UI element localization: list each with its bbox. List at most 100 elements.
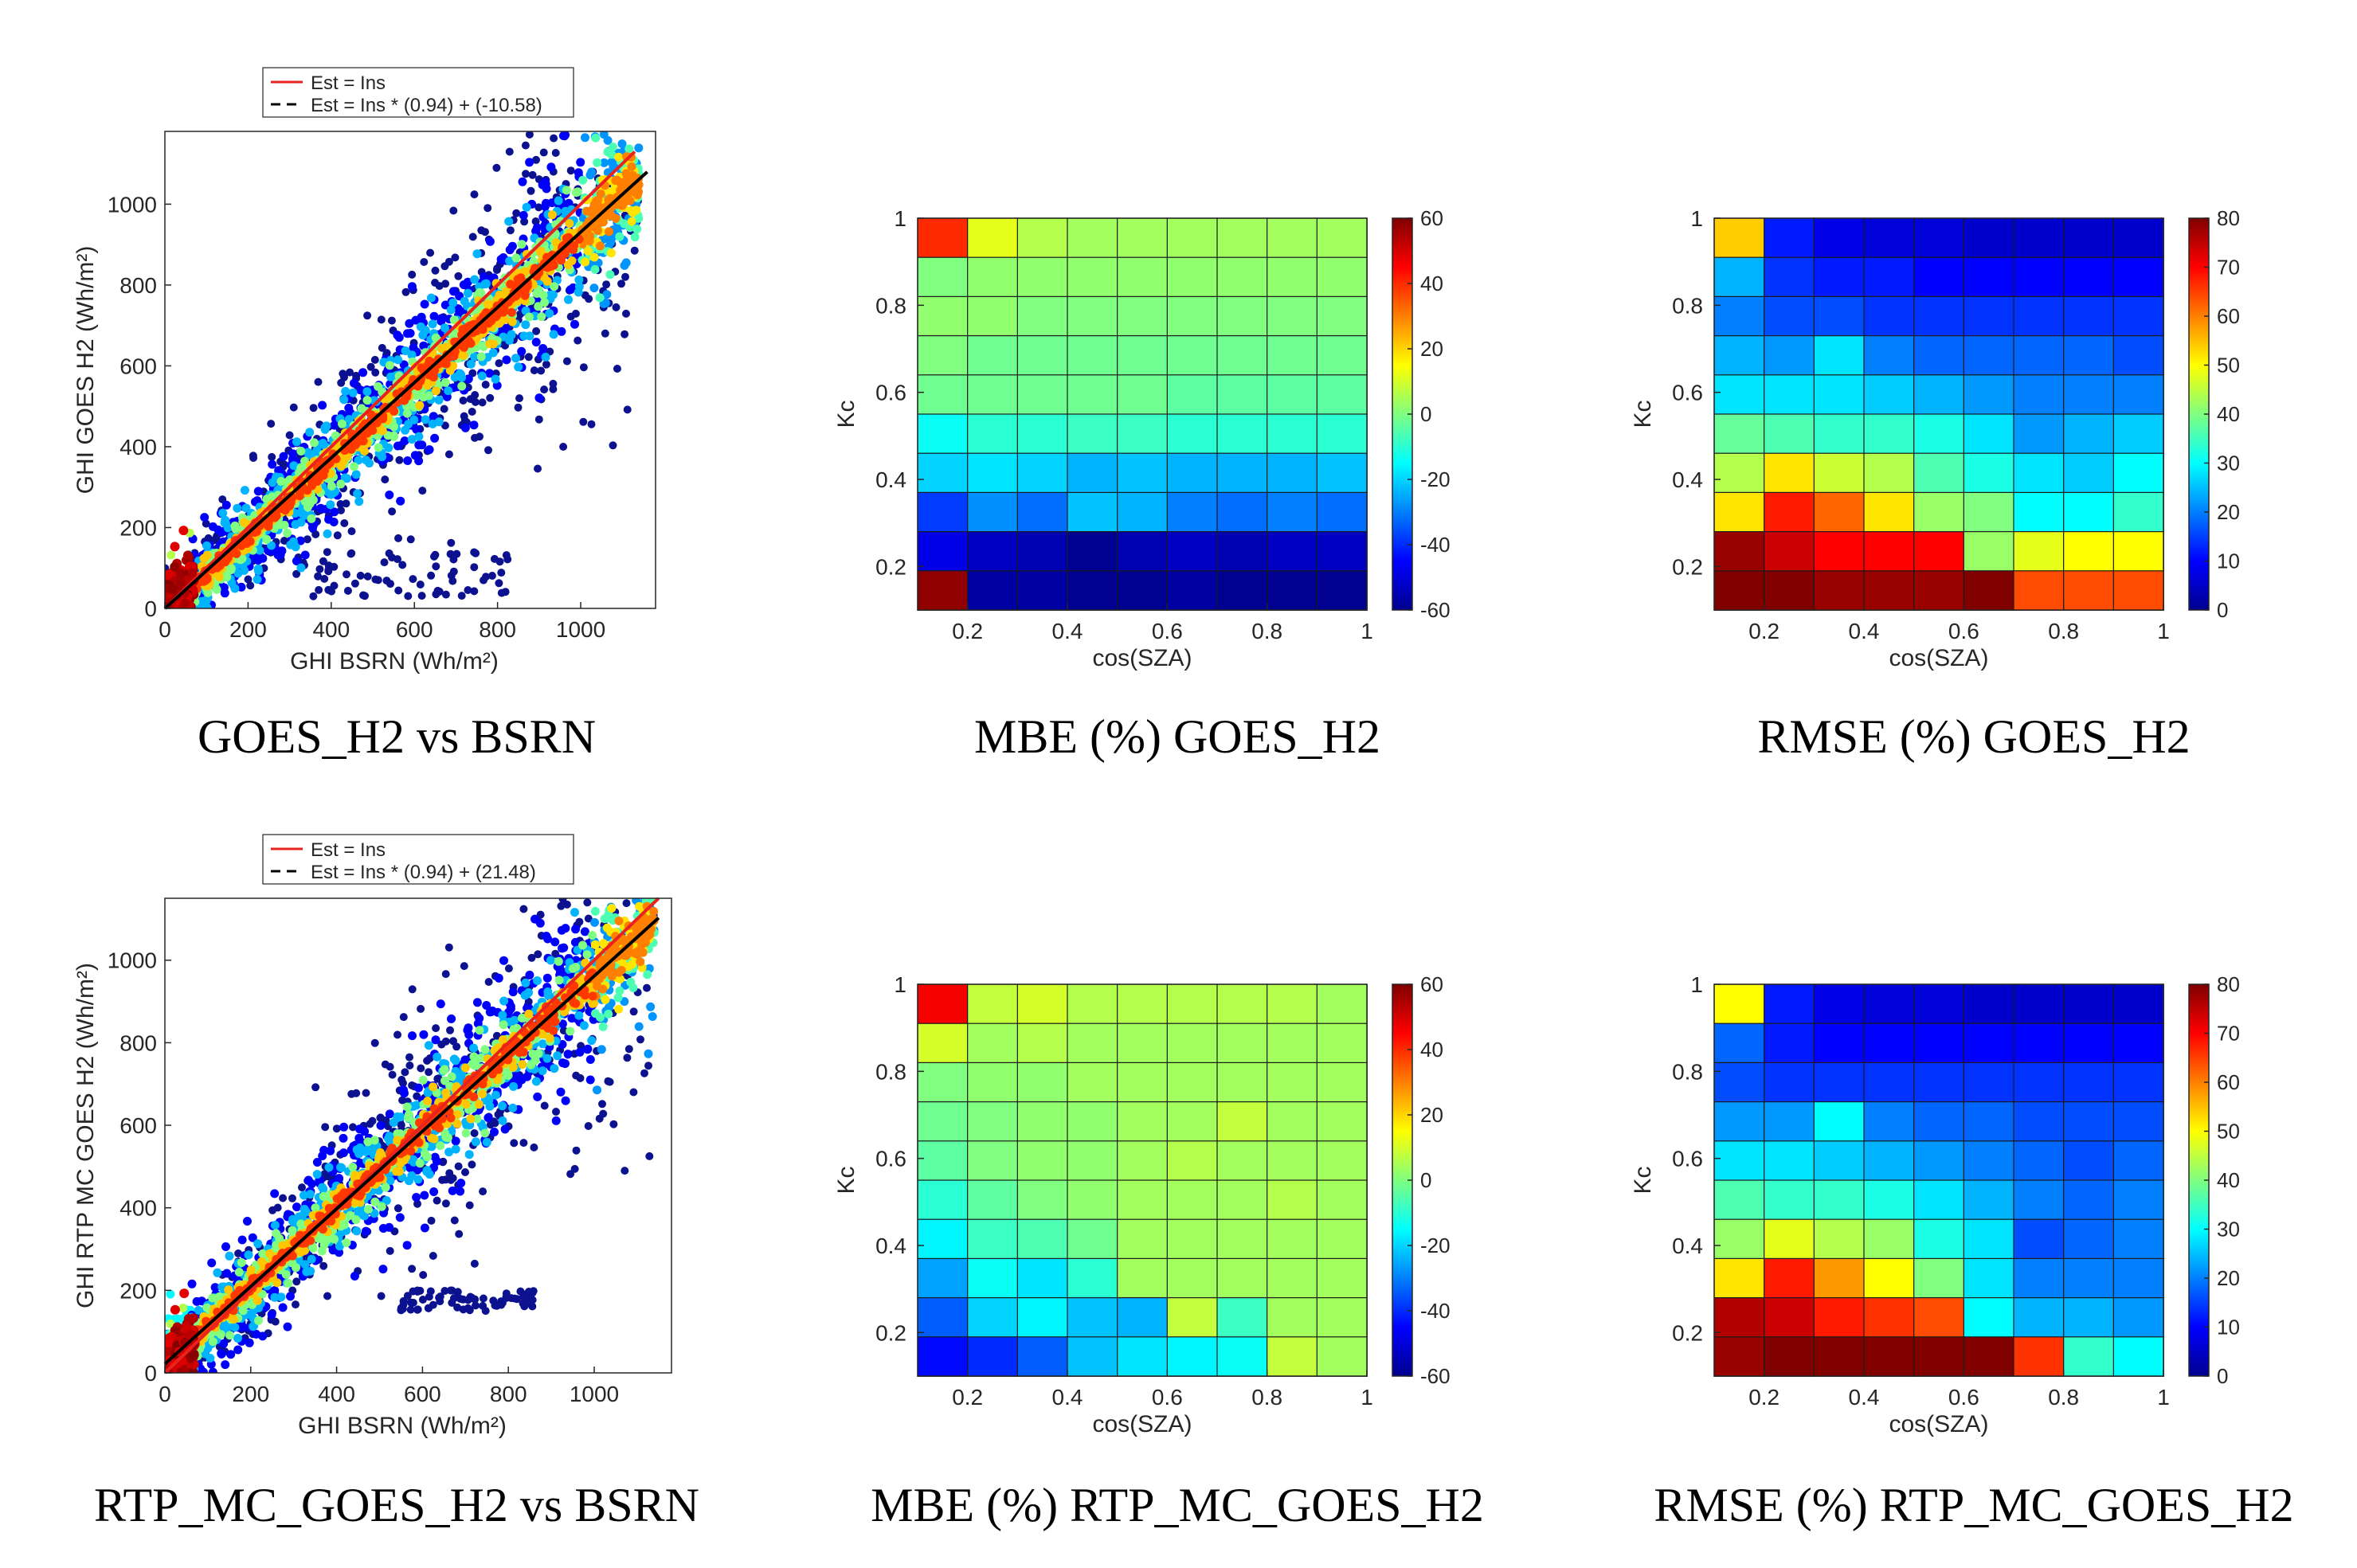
scatter-point — [399, 360, 409, 370]
scatter-point — [480, 272, 489, 282]
scatter-point — [464, 288, 472, 298]
y-tick-label: 400 — [119, 435, 157, 459]
scatter-point — [497, 569, 506, 577]
scatter-point — [578, 175, 588, 185]
scatter-point — [407, 435, 417, 444]
scatter-point — [600, 158, 609, 167]
scatter-point — [240, 486, 249, 495]
scatter-point — [419, 341, 429, 350]
scatter-point — [461, 1168, 469, 1176]
scatter-point — [339, 1148, 348, 1158]
x-tick-label: 600 — [396, 617, 433, 642]
scatter-point — [536, 247, 546, 256]
scatter-point — [585, 295, 593, 303]
scatter-point — [300, 510, 309, 520]
scatter-point — [292, 557, 301, 565]
scatter-point — [446, 305, 456, 315]
scatter-point — [615, 986, 624, 995]
scatter-point — [613, 225, 622, 234]
scatter-point — [409, 1287, 417, 1296]
scatter-point — [620, 219, 629, 229]
scatter-point — [170, 542, 180, 552]
scatter-point — [339, 1122, 349, 1132]
scatter-point — [634, 213, 644, 223]
scatter-point — [472, 249, 482, 259]
scatter-point — [166, 550, 176, 560]
scatter-point — [253, 575, 262, 585]
scatter-point — [180, 598, 190, 608]
scatter-point — [495, 579, 503, 588]
scatter-point — [444, 257, 453, 266]
scatter-point — [309, 404, 318, 413]
scatter-point — [502, 355, 511, 365]
scatter-point — [470, 190, 479, 199]
scatter-point — [436, 1297, 444, 1306]
scatter-point — [316, 503, 326, 513]
scatter-point — [446, 1026, 454, 1034]
scatter-point — [444, 943, 453, 952]
scatter-point — [363, 311, 372, 320]
scatter-point — [176, 569, 186, 579]
scatter-point — [182, 550, 193, 561]
scatter-point — [511, 253, 521, 263]
scatter-point — [492, 1031, 501, 1040]
scatter-point — [460, 423, 470, 432]
scatter-point — [628, 874, 636, 883]
scatter-point — [420, 258, 429, 266]
scatter-point — [501, 588, 510, 596]
scatter-point — [530, 366, 538, 375]
scatter-point — [361, 592, 369, 600]
scatter-point — [434, 417, 444, 427]
scatter-point — [408, 1081, 417, 1089]
scatter-point — [298, 1183, 306, 1192]
scatter-point — [607, 884, 616, 893]
scatter-point — [270, 1189, 280, 1198]
scatter-point — [425, 1292, 433, 1301]
scatter-point — [388, 1070, 397, 1079]
scatter-point — [221, 1242, 230, 1251]
scatter-point — [550, 937, 560, 947]
scatter-point — [249, 452, 257, 460]
scatter-point — [488, 339, 498, 349]
scatter-point — [419, 1030, 429, 1039]
scatter-point — [534, 950, 542, 959]
scatter-point — [485, 237, 495, 246]
scatter-point — [348, 388, 358, 397]
scatter-point — [200, 513, 209, 522]
scatter-point — [221, 500, 231, 510]
scatter-point — [531, 914, 539, 924]
scatter-point — [533, 1092, 542, 1101]
scatter-point — [551, 1116, 561, 1125]
scatter-point — [632, 225, 642, 234]
scatter-point — [471, 433, 479, 442]
scatter-point — [327, 481, 336, 491]
scatter-point — [399, 1013, 408, 1022]
scatter-point — [563, 1050, 573, 1059]
scatter-point — [419, 1271, 428, 1279]
scatter-point — [627, 876, 636, 885]
scatter-point — [230, 521, 240, 530]
scatter-point — [562, 900, 571, 909]
scatter-point — [484, 204, 492, 213]
scatter-point — [429, 412, 438, 421]
scatter-point — [376, 1113, 385, 1122]
scatter-point — [630, 188, 640, 197]
scatter-point — [320, 424, 330, 434]
scatter-point — [482, 1001, 491, 1010]
scatter-point — [225, 1251, 234, 1261]
scatter-point — [549, 385, 558, 393]
scatter-point — [431, 279, 440, 287]
scatter-point — [644, 1049, 653, 1058]
scatter-point — [587, 420, 596, 428]
scatter-point — [470, 563, 479, 572]
scatter-point — [584, 914, 593, 923]
scatter-point — [406, 535, 415, 544]
scatter-points — [165, 874, 659, 1373]
scatter-point — [617, 139, 627, 149]
scatter-point — [522, 170, 530, 178]
scatter-point — [562, 186, 571, 195]
scatter-point — [524, 353, 533, 362]
scatter-point — [478, 325, 487, 334]
scatter-point — [519, 1292, 528, 1300]
scatter-point — [368, 426, 378, 436]
